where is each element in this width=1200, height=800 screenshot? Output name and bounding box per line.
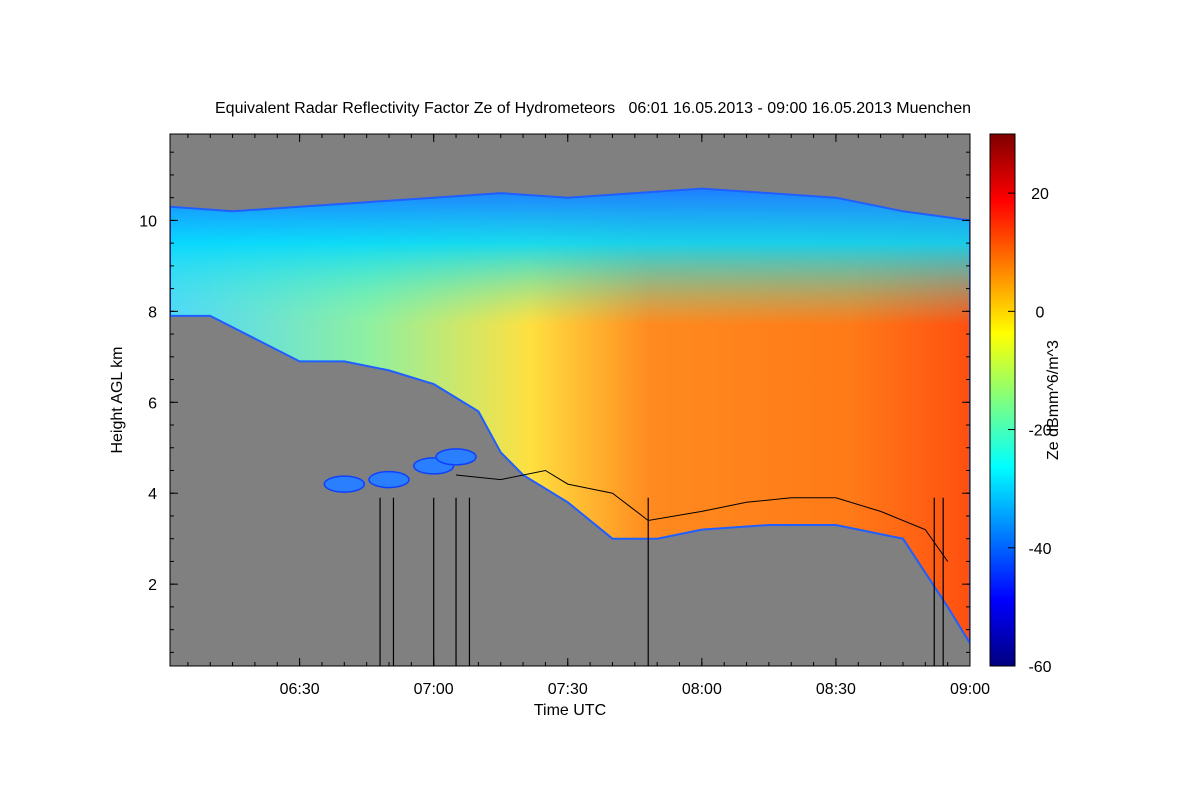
y-tick-label: 6	[148, 395, 157, 412]
isolated-echo	[323, 475, 366, 493]
colorbar-label: Ze dBmm^6/m^3	[1045, 340, 1062, 460]
colorbar-tick-label: 20	[1031, 186, 1049, 203]
y-tick-label: 10	[139, 213, 157, 230]
x-tick-label: 07:00	[414, 681, 454, 698]
isolated-echo	[368, 470, 410, 489]
colorbar-tick-label: -40	[1028, 541, 1051, 558]
x-tick-label: 08:30	[816, 681, 856, 698]
isolated-echo	[435, 448, 477, 466]
colorbar-tick-label: -60	[1028, 659, 1051, 676]
axes-layer: 06:30 07:00 07:30 08:00 08:30 09:00 2 4 6 8 10	[139, 134, 990, 698]
x-tick-label: 07:30	[548, 681, 588, 698]
y-tick-label: 8	[148, 304, 157, 321]
plot-layer	[170, 187, 970, 666]
y-axis-label: Height AGL km	[109, 346, 126, 453]
y-tick-label: 4	[148, 486, 157, 503]
reflectivity-top-layer	[170, 188, 970, 644]
colorbar-tick-label: -20	[1028, 423, 1051, 440]
reflectivity-edge	[170, 187, 970, 646]
x-tick-label: 09:00	[950, 681, 990, 698]
colorbar-ticks: 20 0 -20 -40 -60	[1008, 186, 1052, 676]
plot-frame	[169, 133, 971, 667]
colorbar	[989, 133, 1016, 667]
x-axis-label: Time UTC	[534, 702, 606, 719]
x-tick-label: 08:00	[682, 681, 722, 698]
chart-title: Equivalent Radar Reflectivity Factor Ze …	[215, 100, 971, 117]
colorbar-tick-label: 0	[1036, 304, 1045, 321]
melting-layer-line	[455, 469, 949, 562]
y-tick-label: 2	[148, 577, 157, 594]
x-tick-label: 06:30	[280, 681, 320, 698]
